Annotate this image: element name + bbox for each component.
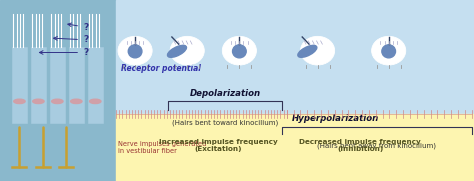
- Bar: [69, 47, 84, 123]
- Bar: [31, 47, 46, 123]
- Ellipse shape: [382, 45, 395, 58]
- Text: (Hairs bent away from kinocilium): (Hairs bent away from kinocilium): [317, 143, 437, 150]
- Text: ?: ?: [39, 48, 88, 57]
- Ellipse shape: [298, 45, 317, 57]
- Ellipse shape: [167, 45, 186, 57]
- Bar: [88, 47, 103, 123]
- Bar: [116, 114, 474, 181]
- Circle shape: [33, 99, 44, 104]
- Bar: [50, 47, 65, 123]
- Circle shape: [52, 99, 63, 104]
- Circle shape: [71, 99, 82, 104]
- Circle shape: [14, 99, 25, 104]
- Bar: [0, 0, 116, 181]
- Ellipse shape: [222, 36, 256, 65]
- Text: Increased impulse frequency
(Excitation): Increased impulse frequency (Excitation): [159, 139, 277, 152]
- Text: Nerve impulses generated
in vestibular fiber: Nerve impulses generated in vestibular f…: [118, 141, 207, 154]
- Text: ?: ?: [54, 35, 88, 44]
- Text: Decreased impulse frequency
(Inhibition): Decreased impulse frequency (Inhibition): [300, 139, 421, 152]
- Ellipse shape: [118, 36, 152, 65]
- Ellipse shape: [128, 45, 142, 58]
- Ellipse shape: [372, 36, 406, 65]
- Text: Hyperpolarization: Hyperpolarization: [292, 114, 379, 123]
- Circle shape: [90, 99, 101, 104]
- Bar: [116, 0, 474, 114]
- Ellipse shape: [301, 36, 335, 65]
- Text: (Hairs bent toward kinocilium): (Hairs bent toward kinocilium): [172, 119, 278, 126]
- Ellipse shape: [233, 45, 246, 58]
- Ellipse shape: [170, 36, 204, 65]
- Text: Depolarization: Depolarization: [190, 89, 261, 98]
- Text: ?: ?: [68, 23, 88, 32]
- Bar: [12, 47, 27, 123]
- Text: Receptor potential: Receptor potential: [121, 64, 201, 73]
